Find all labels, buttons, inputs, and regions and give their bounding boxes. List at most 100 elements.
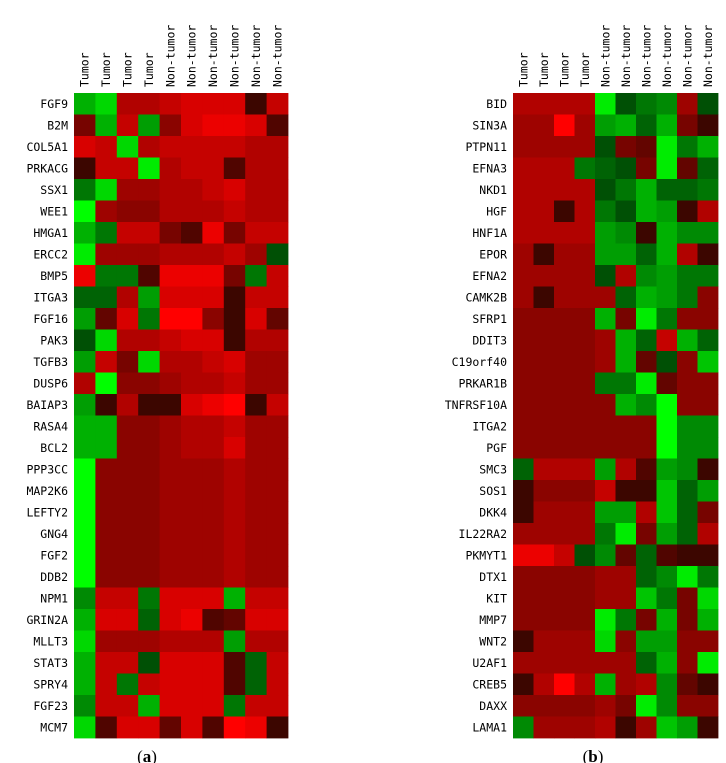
heatmap-cell	[533, 609, 555, 631]
heatmap-cell	[533, 652, 555, 674]
heatmap-cell	[554, 544, 575, 567]
heatmap-cell	[513, 329, 534, 352]
heatmap-cell	[656, 458, 678, 481]
heatmap-cell	[677, 243, 698, 266]
heatmap-cell	[95, 566, 118, 588]
heatmap-cell	[138, 480, 160, 502]
heatmap-cell	[574, 286, 596, 309]
heatmap-cell	[116, 265, 139, 287]
heatmap-cell	[159, 286, 182, 309]
heatmap-cell	[74, 308, 96, 330]
heatmap-cell	[159, 329, 182, 352]
heatmap-cell	[159, 157, 182, 180]
column-label: Tumor	[537, 52, 551, 87]
heatmap-cell	[138, 716, 160, 739]
heatmap-cell	[574, 587, 596, 610]
heatmap-cell	[697, 179, 719, 201]
heatmap-cell	[615, 265, 637, 287]
heatmap-cell	[574, 415, 596, 438]
heatmap-cell	[138, 286, 160, 309]
heatmap-cell	[266, 566, 289, 588]
heatmap-cell	[615, 716, 637, 739]
heatmap-cell	[554, 566, 575, 588]
heatmap-cell	[245, 265, 267, 287]
heatmap-cell	[74, 652, 96, 674]
heatmap-cell	[697, 523, 719, 545]
heatmap-cell	[595, 136, 616, 158]
heatmap-cell	[636, 630, 657, 653]
row-label: RASA4	[33, 419, 68, 433]
column-label: Tumor	[121, 52, 135, 87]
heatmap-cell	[202, 222, 225, 244]
heatmap-cell	[159, 93, 182, 115]
heatmap-cell	[116, 415, 139, 438]
heatmap-cell	[513, 437, 534, 459]
heatmap-cell	[223, 351, 246, 373]
heatmap-cell	[656, 566, 678, 588]
heatmap-cell	[95, 716, 118, 739]
caption-paren-close: )	[598, 747, 604, 763]
heatmap-cell	[159, 695, 182, 717]
heatmap-cell	[74, 523, 96, 545]
heatmap-cell	[636, 716, 657, 739]
row-label: BMP5	[40, 269, 68, 283]
heatmap-cell	[202, 458, 225, 481]
heatmap-panel-b: Tumor Tumor Tumor Tumor Non-tumor Non-tumor No…	[445, 25, 719, 763]
heatmap-cell	[636, 329, 657, 352]
heatmap-cell	[266, 673, 289, 696]
heatmap-cell	[245, 501, 267, 524]
heatmap-cell	[574, 566, 596, 588]
heatmap-cell	[116, 329, 139, 352]
heatmap-cell	[95, 93, 118, 115]
heatmap-cell	[574, 673, 596, 696]
row-label: DTX1	[479, 570, 507, 584]
heatmap-cell	[223, 652, 246, 674]
heatmap-cell	[677, 458, 698, 481]
caption-letter: a	[143, 747, 152, 763]
heatmap-cell	[595, 179, 616, 201]
heatmap-cell	[245, 93, 267, 115]
heatmap-cell	[697, 544, 719, 567]
column-label: Non-tumor	[619, 25, 633, 87]
heatmap-cell	[574, 630, 596, 653]
heatmap-cell	[245, 566, 267, 588]
heatmap-cell	[95, 587, 118, 610]
heatmap-cell	[95, 609, 118, 631]
heatmap-cell	[116, 523, 139, 545]
heatmap-cell	[656, 200, 678, 223]
heatmap-cell	[677, 351, 698, 373]
heatmap-cell	[697, 458, 719, 481]
heatmap-cell	[697, 437, 719, 459]
heatmap-cell	[636, 179, 657, 201]
heatmap-cell	[574, 200, 596, 223]
heatmap-cell	[574, 351, 596, 373]
heatmap-cell	[615, 415, 637, 438]
heatmap-cell	[223, 286, 246, 309]
row-label: SPRY4	[33, 677, 68, 691]
heatmap-cell	[202, 179, 225, 201]
heatmap-cell	[116, 93, 139, 115]
heatmap-cell	[95, 673, 118, 696]
heatmap-cell	[636, 695, 657, 717]
heatmap-cell	[95, 437, 118, 459]
heatmap-cell	[245, 673, 267, 696]
heatmap-cell	[116, 501, 139, 524]
row-label: COL5A1	[26, 140, 68, 154]
heatmap-cell	[202, 695, 225, 717]
heatmap-cell	[181, 93, 203, 115]
heatmap-cell	[656, 351, 678, 373]
heatmap-cell	[138, 501, 160, 524]
heatmap-cell	[615, 308, 637, 330]
heatmap-cell	[245, 179, 267, 201]
heatmap-cell	[95, 243, 118, 266]
heatmap-cell	[159, 630, 182, 653]
heatmap-cell	[533, 566, 555, 588]
panel-caption: (b)	[583, 747, 604, 763]
heatmap-cell	[677, 695, 698, 717]
heatmap-cell	[223, 243, 246, 266]
row-label: PRKAR1B	[459, 376, 508, 390]
heatmap-cell	[574, 652, 596, 674]
heatmap-cell	[636, 286, 657, 309]
column-label: Non-tumor	[660, 25, 674, 87]
